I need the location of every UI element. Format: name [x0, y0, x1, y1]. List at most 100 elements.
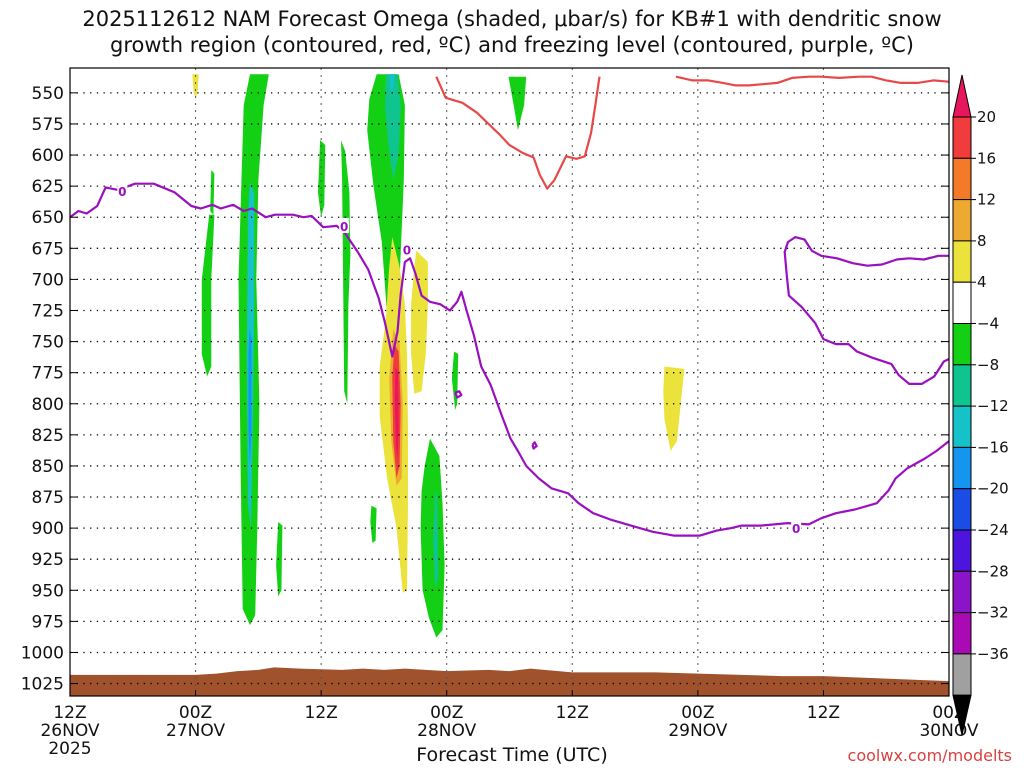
colorbar-label: 8 — [977, 232, 987, 250]
freezing-level-label: 0 — [340, 220, 348, 234]
y-tick-label: 925 — [32, 550, 64, 570]
omega-shade-region — [433, 490, 439, 588]
contour-label-bg — [117, 183, 128, 199]
y-tick-label: 1000 — [21, 643, 64, 663]
colorbar-swatch — [952, 570, 972, 614]
omega-shade-region — [248, 329, 252, 466]
plot-frame — [69, 67, 950, 697]
omega-shade-region — [508, 76, 527, 131]
x-tick-label: 00Z — [681, 703, 714, 723]
colorbar-label: −36 — [977, 645, 1009, 663]
freezing-level-contour — [531, 441, 538, 450]
colorbar-label: 4 — [977, 273, 987, 291]
omega-shade-region — [276, 521, 283, 597]
omega-shade-region — [389, 74, 395, 91]
contour-label-bg — [401, 241, 412, 257]
contour-label-bg — [339, 217, 350, 233]
x-tick-label: 00Z — [179, 703, 212, 723]
omega-shade-region — [201, 214, 215, 377]
x-tick-label: 29NOV — [668, 721, 727, 741]
omega-shade-region — [420, 438, 445, 638]
omega-shade-region — [341, 140, 351, 404]
y-tick-label: 675 — [32, 239, 64, 259]
title-line-2: growth region (contoured, red, ºC) and f… — [110, 33, 914, 57]
chart-title: 2025112612 NAM Forecast Omega (shaded, μ… — [0, 6, 1024, 58]
y-tick-label: 850 — [32, 457, 64, 477]
y-tick-label: 875 — [32, 488, 64, 508]
x-tick-label: 26NOV — [40, 721, 99, 741]
x-axis-label: Forecast Time (UTC) — [416, 744, 608, 766]
colorbar-label: −8 — [977, 356, 999, 374]
colorbar-swatch — [952, 240, 972, 283]
omega-shade-region — [210, 170, 215, 215]
colorbar-swatch — [952, 612, 972, 655]
colorbar-swatch — [952, 405, 972, 448]
omega-shade-region — [394, 366, 399, 460]
omega-shading — [192, 74, 685, 638]
x-tick-label: 2025 — [48, 739, 91, 759]
x-tick-label: 12Z — [556, 703, 589, 723]
colorbar-label: −24 — [977, 521, 1009, 539]
colorbar-swatch — [952, 199, 972, 242]
omega-shade-region — [385, 74, 401, 180]
colorbar-label: −12 — [977, 397, 1009, 415]
x-tick-label: 27NOV — [166, 721, 225, 741]
y-tick-label: 625 — [32, 177, 64, 197]
y-tick-label: 600 — [32, 146, 64, 166]
freezing-level-contour — [454, 390, 463, 399]
omega-shade-region — [411, 250, 428, 394]
y-tick-label: 975 — [32, 612, 64, 632]
x-tick-label: 28NOV — [417, 721, 476, 741]
x-tick-label: 30NOV — [919, 721, 978, 741]
colorbar-label: −16 — [977, 438, 1009, 456]
colorbar-label: −20 — [977, 480, 1009, 498]
x-tick-label: 00Z — [430, 703, 463, 723]
colorbar-label: 20 — [977, 108, 996, 126]
dendritic-contour — [435, 76, 601, 190]
colorbar-swatch — [952, 488, 972, 531]
dendritic-contour — [675, 75, 949, 87]
omega-shade-region — [370, 505, 377, 543]
colorbar-swatch — [952, 116, 972, 159]
freezing-level-label: 0 — [792, 522, 800, 536]
credit-text: coolwx.com/modelts — [847, 746, 1012, 765]
omega-shade-region — [663, 366, 685, 451]
x-tick-label: 12Z — [305, 703, 338, 723]
colorbar-bottom-arrow — [952, 694, 972, 736]
freezing-level-label: 0 — [403, 244, 411, 258]
colorbar-swatch — [952, 157, 972, 201]
y-tick-label: 750 — [32, 333, 64, 353]
y-tick-label: 575 — [32, 115, 64, 135]
y-tick-label: 950 — [32, 581, 64, 601]
colorbar-label: 12 — [977, 191, 996, 209]
x-tick-label: 12Z — [53, 703, 86, 723]
x-tick-label: 12Z — [807, 703, 840, 723]
colorbar-swatch — [952, 529, 972, 572]
colorbar-swatch — [952, 323, 972, 366]
freezing-level-contour — [783, 236, 949, 385]
colorbar-swatch — [952, 653, 972, 696]
colorbar-swatch — [952, 281, 972, 325]
colorbar-top-arrow — [952, 74, 972, 118]
freezing-level-contour — [70, 182, 949, 537]
colorbar-swatch — [952, 446, 972, 490]
terrain-fill — [70, 667, 949, 696]
y-tick-label: 700 — [32, 270, 64, 290]
omega-shade-region — [451, 351, 459, 410]
y-tick-label: 800 — [32, 395, 64, 415]
y-tick-label: 900 — [32, 519, 64, 539]
y-axis-pressure: 550 575 600 625 650 675 700 725 750 775 800 825 850 8… — [21, 84, 949, 695]
grid-lines — [70, 68, 949, 696]
y-tick-label: 650 — [32, 208, 64, 228]
omega-shade-region — [192, 74, 199, 100]
colorbar-label: −28 — [977, 562, 1009, 580]
omega-shade-region — [318, 140, 326, 218]
y-tick-label: 550 — [32, 84, 64, 104]
y-tick-label: 825 — [32, 426, 64, 446]
contour-label-bg — [791, 520, 802, 536]
title-line-1: 2025112612 NAM Forecast Omega (shaded, μ… — [82, 7, 942, 31]
y-tick-label: 725 — [32, 301, 64, 321]
colorbar-label: 16 — [977, 149, 996, 167]
colorbar-label: −32 — [977, 604, 1009, 622]
